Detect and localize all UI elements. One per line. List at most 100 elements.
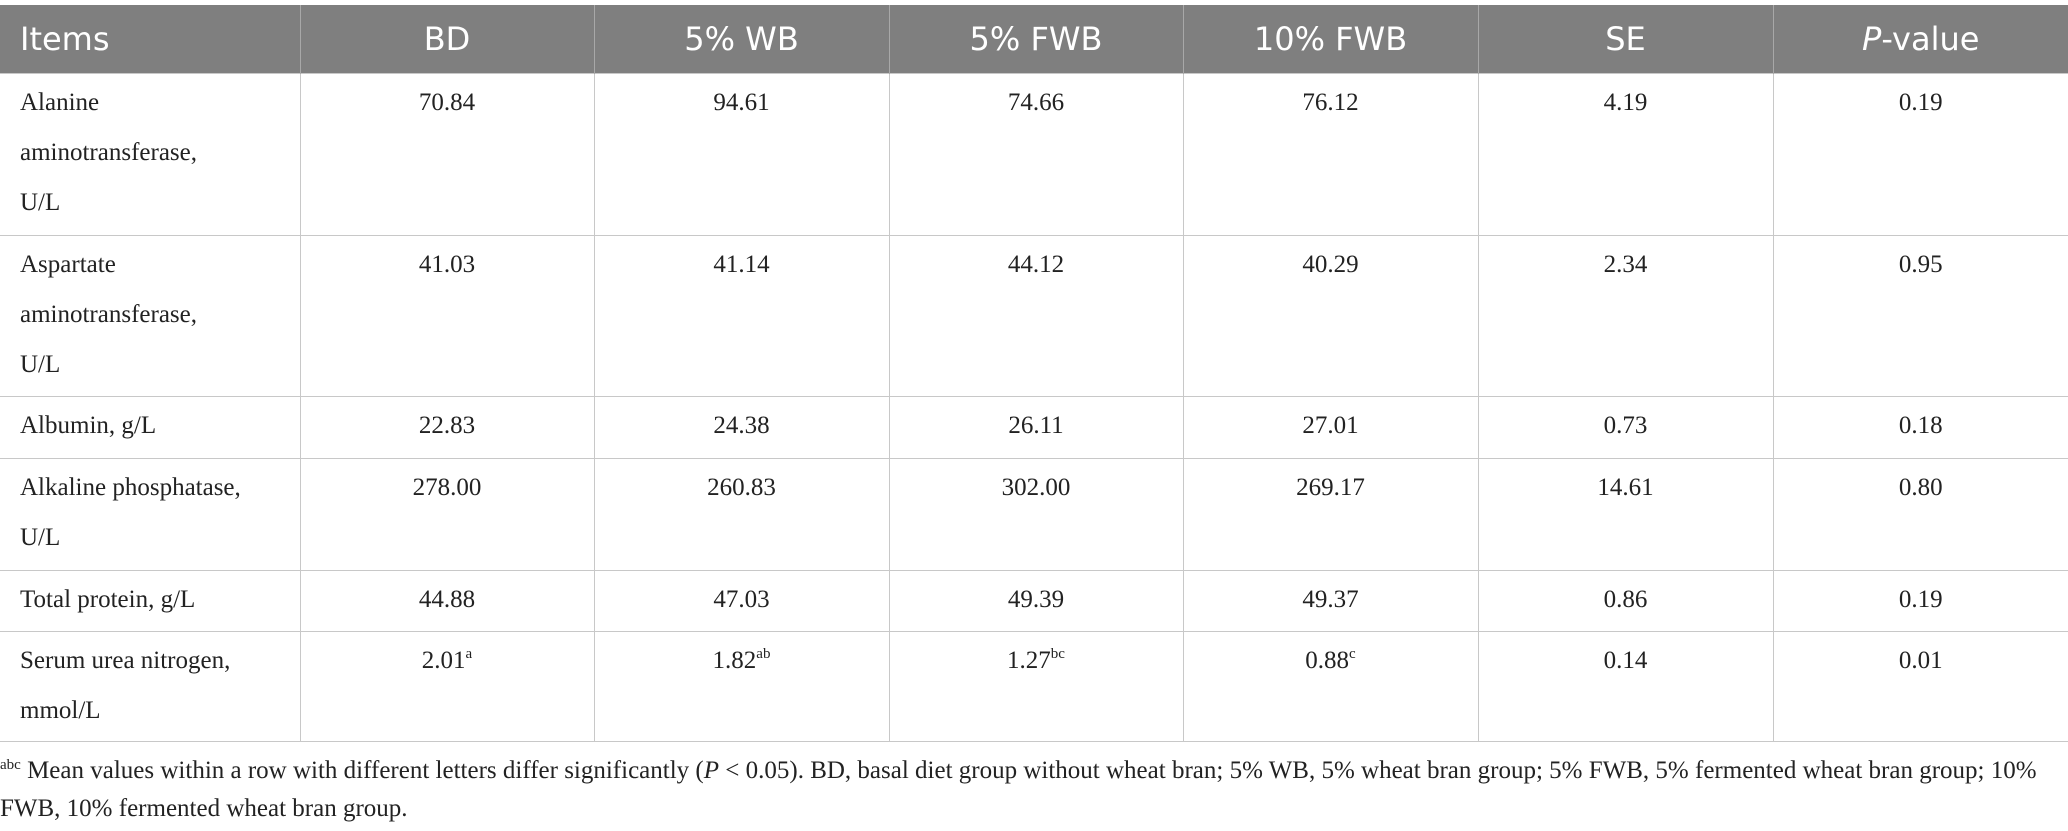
column-header: SE — [1477, 5, 1773, 74]
cell-value: 269.17 — [1296, 474, 1365, 501]
cell-value: 27.01 — [1302, 412, 1359, 439]
cell-value: 14.61 — [1597, 474, 1654, 501]
cell-value: 41.03 — [418, 251, 476, 278]
cell: 41.14 — [593, 235, 890, 397]
cell-value: 94.61 — [713, 89, 770, 116]
cell: 0.19 — [1772, 73, 2068, 236]
row-label-line: U/L — [20, 524, 61, 551]
header-italic: P — [1862, 20, 1882, 58]
cell: 0.86 — [1477, 570, 1774, 632]
row-label: Aspartate aminotransferase, U/L — [0, 235, 301, 397]
cell: 24.38 — [593, 396, 890, 459]
cell-superscript: c — [1349, 646, 1356, 662]
table-body: Alanine aminotransferase, U/L 70.84 94.61 74.… — [0, 73, 2068, 742]
cell: 302.00 — [888, 458, 1184, 571]
cell: 76.12 — [1182, 73, 1479, 236]
cell: 0.80 — [1772, 458, 2068, 571]
cell: 0.88c — [1182, 631, 1479, 742]
row-label-line: Total protein, g/L — [20, 586, 196, 613]
row-label-line: Albumin, g/L — [20, 412, 157, 439]
cell-value: 26.11 — [1008, 412, 1064, 439]
cell: 40.29 — [1182, 235, 1479, 397]
cell-value: 0.18 — [1898, 412, 1943, 439]
cell: 0.18 — [1772, 396, 2068, 459]
cell-value: 24.38 — [713, 412, 770, 439]
row-label-line: Aspartate — [20, 251, 116, 278]
cell-value: 1.82 — [712, 647, 757, 674]
cell: 0.95 — [1772, 235, 2068, 397]
cell-value: 49.37 — [1302, 586, 1359, 613]
cell: 70.84 — [299, 73, 595, 236]
cell-value: 41.14 — [713, 251, 770, 278]
cell-superscript: ab — [756, 646, 771, 662]
cell: 44.88 — [299, 570, 595, 632]
cell: 1.27bc — [888, 631, 1184, 742]
cell: 41.03 — [299, 235, 595, 397]
cell-value: 0.86 — [1603, 586, 1648, 613]
cell-value: 0.19 — [1898, 89, 1943, 116]
cell: 2.34 — [1477, 235, 1774, 397]
cell: 94.61 — [593, 73, 890, 236]
cell-value: 22.83 — [418, 412, 476, 439]
row-label: Albumin, g/L — [0, 396, 301, 459]
cell: 22.83 — [299, 396, 595, 459]
cell: 269.17 — [1182, 458, 1479, 571]
column-header: 5% WB — [593, 5, 889, 74]
footnote: abc Mean values within a row with differ… — [0, 752, 2040, 828]
cell: 47.03 — [593, 570, 890, 632]
cell: 26.11 — [888, 396, 1184, 459]
column-header: 10% FWB — [1182, 5, 1478, 74]
row-label: Alkaline phosphatase, U/L — [0, 458, 301, 571]
row-label-line: Alkaline phosphatase, — [20, 474, 241, 501]
table-row: Albumin, g/L 22.83 24.38 26.11 27.01 0.73 0.18 — [0, 396, 2068, 459]
cell-value: 49.39 — [1007, 586, 1065, 613]
cell-value: 47.03 — [713, 586, 770, 613]
row-label-line: mmol/L — [20, 697, 101, 724]
row-label-line: Alanine — [20, 89, 100, 116]
cell-value: 76.12 — [1302, 89, 1359, 116]
cell: 44.12 — [888, 235, 1184, 397]
cell-value: 44.12 — [1007, 251, 1065, 278]
cell-superscript: a — [465, 646, 473, 662]
cell: 4.19 — [1477, 73, 1774, 236]
cell-value: 260.83 — [707, 474, 776, 501]
cell-value: 302.00 — [1001, 474, 1071, 501]
row-label-line: aminotransferase, — [20, 301, 198, 328]
row-label-line: U/L — [20, 351, 61, 378]
cell: 2.01a — [299, 631, 595, 742]
table-row: Aspartate aminotransferase, U/L 41.03 41.14 4… — [0, 235, 2068, 397]
cell-value: 0.88 — [1305, 647, 1350, 674]
header-row: Items BD 5% WB 5% FWB 10% FWB SE P-value — [0, 5, 2068, 74]
footnote-text: P — [703, 757, 720, 784]
cell: 27.01 — [1182, 396, 1479, 459]
cell-value: 278.00 — [412, 474, 482, 501]
column-header: 5% FWB — [888, 5, 1183, 74]
cell: 0.73 — [1477, 396, 1774, 459]
cell-value: 0.01 — [1898, 647, 1943, 674]
cell-value: 0.95 — [1898, 251, 1943, 278]
cell-value: 40.29 — [1302, 251, 1359, 278]
row-label: Serum urea nitrogen, mmol/L — [0, 631, 301, 742]
cell: 49.39 — [888, 570, 1184, 632]
header-text: -value — [1881, 20, 1980, 58]
footnote-superscript: abc — [0, 757, 21, 773]
cell-value: 70.84 — [418, 89, 476, 116]
cell: 74.66 — [888, 73, 1184, 236]
data-table: Items BD 5% WB 5% FWB 10% FWB SE P-value Alani… — [0, 5, 2068, 742]
table-row: Total protein, g/L 44.88 47.03 49.39 49.37 0.… — [0, 570, 2068, 632]
row-label-line: Serum urea nitrogen, — [20, 647, 231, 674]
cell-value: 1.27 — [1007, 647, 1051, 674]
table-row: Serum urea nitrogen, mmol/L 2.01a 1.82ab 1.2… — [0, 631, 2068, 742]
row-label-line: aminotransferase, — [20, 139, 198, 166]
cell: 14.61 — [1477, 458, 1774, 571]
row-label: Alanine aminotransferase, U/L — [0, 73, 301, 236]
cell: 49.37 — [1182, 570, 1479, 632]
cell-value: 0.73 — [1603, 412, 1648, 439]
table-row: Alanine aminotransferase, U/L 70.84 94.61 74.… — [0, 73, 2068, 236]
footnote-text: < 0.05). BD, basal diet group without wh… — [0, 757, 2037, 822]
table-row: Alkaline phosphatase, U/L 278.00 260.83 302.… — [0, 458, 2068, 571]
cell-value: 0.19 — [1898, 586, 1943, 613]
cell: 0.01 — [1772, 631, 2068, 742]
cell: 260.83 — [593, 458, 890, 571]
cell: 0.14 — [1477, 631, 1774, 742]
